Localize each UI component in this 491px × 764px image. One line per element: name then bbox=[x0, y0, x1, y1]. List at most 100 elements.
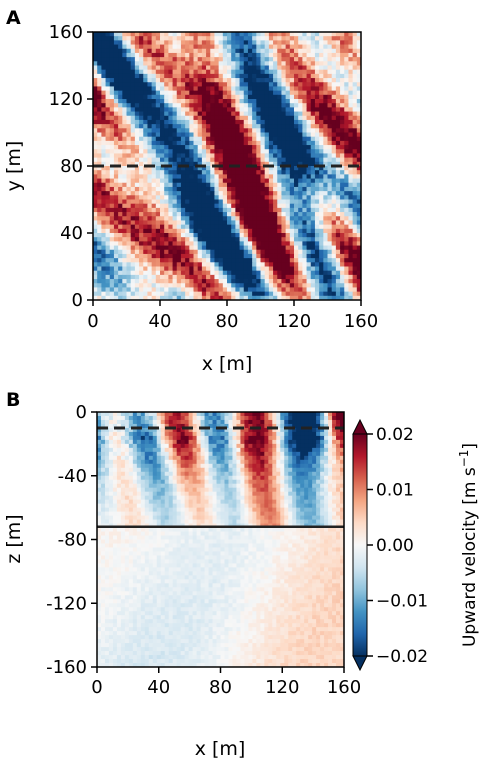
heatmap-cell bbox=[97, 287, 102, 293]
heatmap-cell bbox=[247, 287, 253, 293]
heatmap-cell bbox=[93, 140, 98, 146]
heatmap-cell bbox=[143, 157, 148, 163]
heatmap-cell bbox=[285, 140, 291, 146]
heatmap-cell bbox=[193, 48, 199, 54]
heatmap-cell bbox=[324, 443, 329, 449]
heatmap-cell bbox=[268, 48, 274, 54]
heatmap-cell bbox=[340, 258, 345, 263]
heatmap-cell bbox=[151, 86, 157, 92]
heatmap-cell bbox=[143, 119, 148, 125]
heatmap-cell bbox=[172, 216, 178, 221]
heatmap-cell bbox=[256, 103, 261, 108]
heatmap-cell bbox=[172, 32, 178, 37]
heatmap-cell bbox=[319, 283, 324, 288]
heatmap-cell bbox=[184, 423, 190, 429]
heatmap-cell bbox=[208, 435, 213, 441]
heatmap-cell bbox=[118, 132, 123, 138]
heatmap-cell bbox=[168, 48, 173, 54]
heatmap-cell bbox=[105, 262, 111, 267]
heatmap-cell bbox=[252, 224, 257, 230]
heatmap-cell bbox=[208, 439, 213, 445]
heatmap-cell bbox=[118, 224, 123, 230]
heatmap-cell bbox=[273, 199, 278, 205]
heatmap-cell bbox=[176, 249, 182, 255]
heatmap-cell bbox=[298, 166, 303, 171]
heatmap-cell bbox=[247, 36, 253, 41]
heatmap-cell bbox=[277, 262, 282, 267]
heatmap-cell bbox=[113, 207, 119, 213]
heatmap-cell bbox=[292, 443, 297, 449]
heatmap-cell bbox=[143, 128, 148, 133]
heatmap-cell bbox=[331, 182, 337, 188]
heatmap-cell bbox=[185, 57, 190, 62]
heatmap-cell bbox=[105, 253, 111, 259]
heatmap-cell bbox=[108, 455, 114, 461]
heatmap-cell bbox=[320, 419, 325, 425]
heatmap-cell bbox=[235, 61, 240, 66]
heatmap-cell bbox=[193, 295, 199, 300]
heatmap-cell bbox=[210, 40, 215, 45]
heatmap-cell bbox=[302, 111, 307, 117]
heatmap-cell bbox=[193, 266, 199, 272]
heatmap-cell bbox=[143, 103, 148, 108]
heatmap-cell bbox=[285, 178, 291, 184]
heatmap-cell bbox=[155, 287, 161, 293]
heatmap-cell bbox=[189, 40, 194, 45]
heatmap-cell bbox=[306, 212, 312, 217]
heatmap-cell bbox=[120, 439, 126, 445]
heatmap-cell bbox=[356, 36, 361, 41]
heatmap-cell bbox=[197, 228, 203, 234]
y-tick-label: 80 bbox=[60, 156, 83, 177]
heatmap-cell bbox=[352, 111, 358, 117]
heatmap-cell bbox=[220, 435, 225, 441]
heatmap-cell bbox=[176, 419, 182, 425]
heatmap-cell bbox=[294, 245, 299, 251]
heatmap-cell bbox=[235, 182, 240, 188]
heatmap-cell bbox=[218, 57, 224, 62]
heatmap-cell bbox=[239, 279, 245, 284]
heatmap-cell bbox=[206, 258, 211, 263]
heatmap-cell bbox=[310, 216, 316, 221]
heatmap-cell bbox=[200, 431, 205, 437]
heatmap-cell bbox=[188, 415, 194, 421]
heatmap-cell bbox=[101, 249, 106, 255]
heatmap-cell bbox=[218, 174, 224, 179]
heatmap-cell bbox=[155, 99, 161, 104]
heatmap-cell bbox=[252, 216, 257, 221]
heatmap-cell bbox=[140, 431, 146, 437]
heatmap-cell bbox=[273, 48, 278, 54]
heatmap-cell bbox=[168, 145, 173, 150]
heatmap-cell bbox=[281, 291, 287, 297]
heatmap-cell bbox=[252, 166, 257, 171]
heatmap-cell bbox=[188, 451, 194, 457]
heatmap-cell bbox=[164, 52, 169, 58]
heatmap-cell bbox=[348, 128, 354, 133]
heatmap-cell bbox=[260, 435, 265, 441]
heatmap-cell bbox=[172, 61, 178, 66]
heatmap-cell bbox=[331, 262, 337, 267]
heatmap-cell bbox=[285, 253, 291, 259]
heatmap-cell bbox=[268, 427, 273, 433]
heatmap-cell bbox=[264, 48, 270, 54]
heatmap-cell bbox=[139, 65, 144, 71]
heatmap-cell bbox=[108, 447, 114, 453]
heatmap-cell bbox=[180, 57, 186, 62]
heatmap-cell bbox=[109, 191, 115, 196]
heatmap-cell bbox=[231, 199, 236, 205]
heatmap-cell bbox=[306, 140, 312, 146]
heatmap-cell bbox=[109, 203, 115, 209]
heatmap-cell bbox=[164, 431, 170, 437]
heatmap-cell bbox=[294, 266, 299, 272]
heatmap-cell bbox=[235, 145, 240, 150]
heatmap-cell bbox=[189, 237, 194, 242]
heatmap-cell bbox=[193, 52, 199, 58]
heatmap-cell bbox=[331, 78, 337, 83]
heatmap-cell bbox=[210, 224, 215, 230]
heatmap-cell bbox=[224, 443, 229, 449]
heatmap-cell bbox=[164, 419, 170, 425]
heatmap-cell bbox=[210, 86, 215, 92]
heatmap-cell bbox=[294, 153, 299, 159]
heatmap-cell bbox=[97, 228, 102, 234]
heatmap-cell bbox=[185, 82, 190, 87]
heatmap-cell bbox=[227, 182, 232, 188]
